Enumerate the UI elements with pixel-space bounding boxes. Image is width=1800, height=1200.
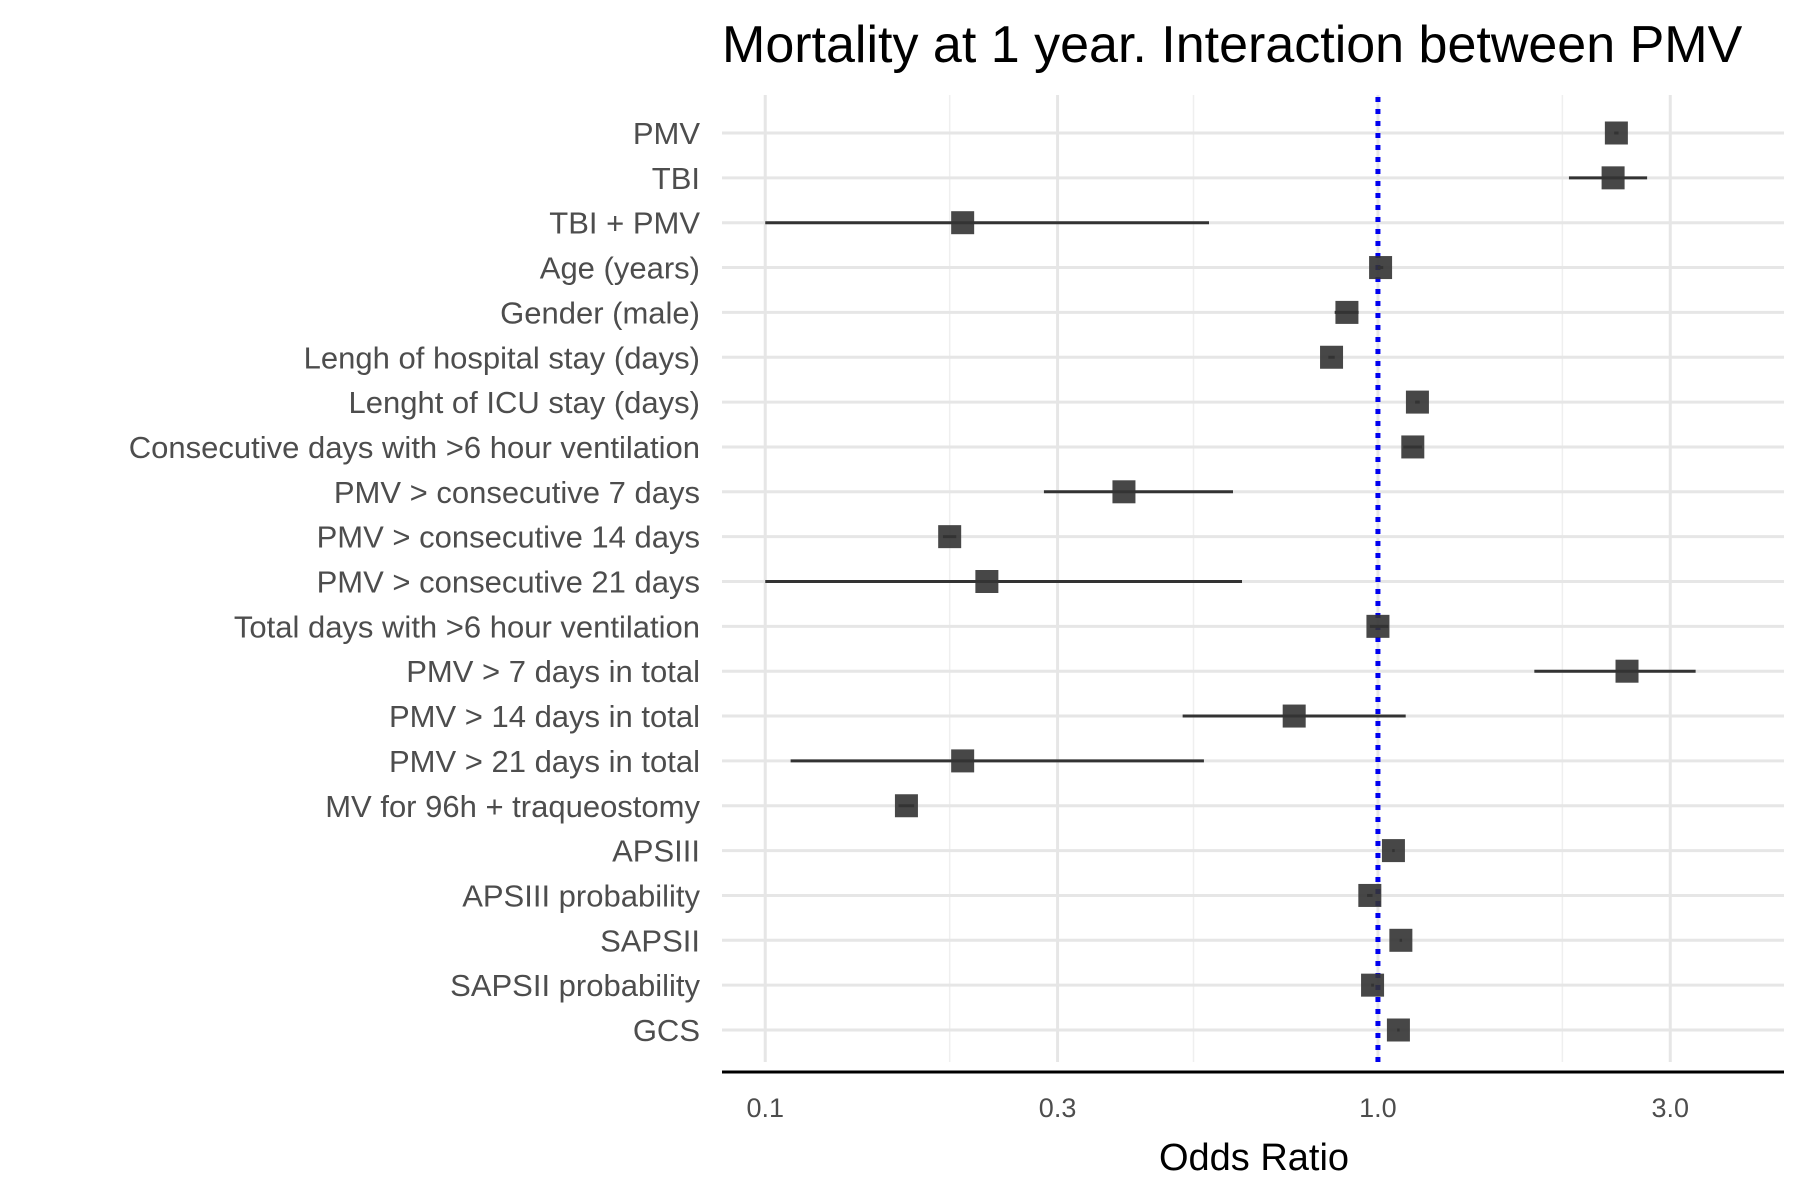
- category-label: Consecutive days with >6 hour ventilatio…: [129, 430, 700, 465]
- point-marker: [951, 749, 975, 773]
- category-label: Age (years): [540, 251, 700, 286]
- point-marker: [1381, 839, 1405, 863]
- category-label: SAPSII: [600, 923, 700, 958]
- category-label: PMV > consecutive 14 days: [317, 520, 700, 555]
- point-marker: [1369, 256, 1393, 280]
- x-tick-label: 0.3: [1039, 1093, 1077, 1123]
- point-marker: [938, 525, 962, 549]
- point-marker: [1366, 614, 1390, 638]
- point-marker: [1389, 928, 1413, 952]
- x-tick-label: 0.1: [746, 1093, 784, 1123]
- data-marks: [765, 121, 1696, 1042]
- category-label: PMV > consecutive 7 days: [334, 475, 700, 510]
- point-marker: [1335, 300, 1359, 324]
- point-marker: [1282, 704, 1306, 728]
- category-label: Lenght of ICU stay (days): [349, 385, 701, 420]
- category-label: Lengh of hospital stay (days): [304, 340, 700, 375]
- category-label: SAPSII probability: [450, 968, 700, 1003]
- x-tick-label: 3.0: [1651, 1093, 1689, 1123]
- point-marker: [1615, 659, 1639, 683]
- chart-title: Mortality at 1 year. Interaction between…: [722, 16, 1743, 74]
- point-marker: [975, 570, 999, 593]
- category-label: TBI + PMV: [549, 206, 700, 241]
- point-marker: [951, 211, 975, 235]
- point-marker: [1361, 973, 1385, 997]
- point-marker: [1112, 480, 1136, 504]
- category-label: Gender (male): [500, 295, 700, 330]
- category-label: TBI: [652, 161, 700, 196]
- category-label: PMV > 14 days in total: [389, 699, 700, 734]
- point-marker: [1386, 1018, 1410, 1042]
- category-label: APSIII: [612, 834, 700, 869]
- category-label: MV for 96h + traqueostomy: [325, 789, 700, 824]
- category-label: Total days with >6 hour ventilation: [234, 609, 700, 644]
- x-axis-title: Odds Ratio: [1159, 1137, 1349, 1179]
- grid: [722, 95, 1784, 1062]
- category-label: GCS: [633, 1013, 700, 1048]
- category-label: PMV > consecutive 21 days: [317, 565, 700, 600]
- point-marker: [1320, 345, 1344, 369]
- category-label: PMV > 7 days in total: [406, 654, 700, 689]
- point-marker: [1401, 435, 1425, 459]
- category-label: PMV > 21 days in total: [389, 744, 700, 779]
- category-labels: PMV TBI TBI + PMV Age (years) Gender (male) L…: [129, 116, 701, 1048]
- x-tick-labels: 0.1 0.3 1.0 3.0: [746, 1093, 1689, 1123]
- point-marker: [1604, 121, 1628, 145]
- category-label: PMV: [633, 116, 701, 151]
- point-marker: [894, 794, 918, 818]
- point-marker: [1601, 166, 1625, 190]
- point-marker: [1358, 883, 1382, 907]
- point-marker: [1405, 390, 1429, 414]
- x-tick-label: 1.0: [1359, 1093, 1397, 1123]
- category-label: APSIII probability: [462, 878, 700, 913]
